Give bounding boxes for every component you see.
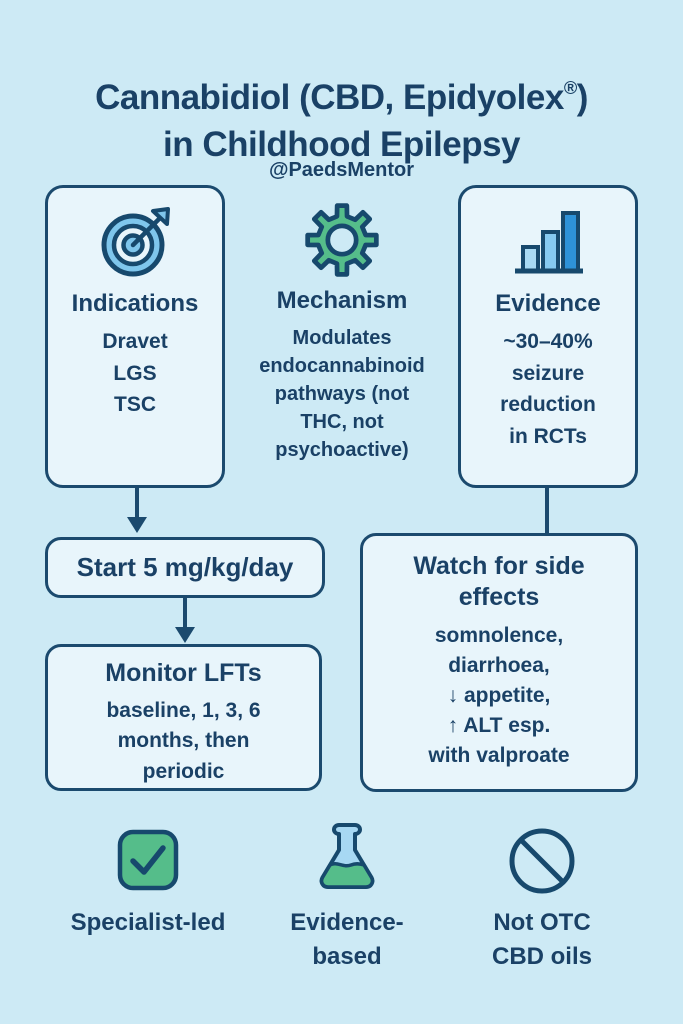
gear-icon xyxy=(305,203,379,277)
page-title: Cannabidiol (CBD, Epidyolex®) in Childho… xyxy=(0,75,683,167)
mechanism-icon-row xyxy=(239,197,445,283)
side-effects-box: Watch for side effects somnolence, diarr… xyxy=(360,533,638,792)
indications-heading: Indications xyxy=(71,290,199,317)
side-effect-line: diarrhoea, xyxy=(448,653,550,677)
mechanism-text-line: endocannabinoid xyxy=(259,355,425,377)
indications-card: Indications Dravet LGS TSC xyxy=(45,185,225,488)
indications-list: Dravet LGS TSC xyxy=(48,326,222,421)
side-effect-line: ↓ appetite, xyxy=(447,683,551,707)
down-arrow-icon xyxy=(175,597,195,643)
evidence-text-line: seizure xyxy=(511,361,585,385)
registered-trademark-symbol: ® xyxy=(563,78,577,99)
flask-icon xyxy=(319,823,375,889)
evidence-card: Evidence ~30–40% seizure reduction in RC… xyxy=(458,185,638,488)
indication-item: LGS xyxy=(113,361,157,385)
indication-item: Dravet xyxy=(102,330,168,353)
evidence-text: ~30–40% seizure reduction in RCTs xyxy=(461,326,635,452)
title-line1-suffix: ) xyxy=(576,78,589,118)
monitor-lfts-line: baseline, 1, 3, 6 xyxy=(106,699,261,723)
author-handle: @PaedsMentor xyxy=(268,159,415,181)
indications-icon-row xyxy=(48,200,222,286)
indication-item: TSC xyxy=(114,393,156,416)
side-effects-text: somnolence, diarrhoea, ↓ appetite, ↑ ALT… xyxy=(363,621,635,772)
side-effect-line: ↑ ALT esp. xyxy=(447,714,551,738)
side-effects-heading: Watch for side effects xyxy=(413,552,585,612)
mechanism-text-line: psychoactive) xyxy=(275,439,409,461)
footer-label-evidence-based: Evidence-based xyxy=(290,909,404,970)
evidence-text-line: ~30–40% xyxy=(503,330,593,353)
evidence-icon-row xyxy=(461,200,635,286)
mechanism-text: Modulates endocannabinoid pathways (not … xyxy=(239,324,445,464)
title-line1-prefix: Cannabidiol (CBD, Epidyolex xyxy=(95,78,564,118)
mechanism-column: Mechanism Modulates endocannabinoid path… xyxy=(239,185,445,464)
footer-label-specialist-led: Specialist-led xyxy=(70,909,226,936)
start-dose-box: Start 5 mg/kg/day xyxy=(45,537,325,598)
side-effect-line: with valproate xyxy=(428,744,570,768)
monitor-lfts-line: months, then xyxy=(117,729,250,753)
mechanism-text-line: pathways (not xyxy=(274,383,410,405)
evidence-heading: Evidence xyxy=(495,290,601,317)
bar-chart-icon xyxy=(515,211,583,274)
monitor-lfts-text: baseline, 1, 3, 6 months, then periodic xyxy=(48,696,319,787)
monitor-lfts-box: Monitor LFTs baseline, 1, 3, 6 months, t… xyxy=(45,644,322,791)
checkbox-check-icon xyxy=(117,829,179,891)
monitor-lfts-heading: Monitor LFTs xyxy=(105,659,262,687)
mechanism-text-line: THC, not xyxy=(300,411,384,433)
evidence-text-line: in RCTs xyxy=(509,424,587,448)
no-entry-icon xyxy=(509,828,575,894)
mechanism-heading: Mechanism xyxy=(276,287,408,314)
target-icon xyxy=(101,207,170,277)
evidence-text-line: reduction xyxy=(500,393,596,416)
mechanism-text-line: Modulates xyxy=(292,327,392,349)
start-dose-label: Start 5 mg/kg/day xyxy=(76,552,294,582)
down-arrow-icon xyxy=(127,487,147,533)
side-effect-line: somnolence, xyxy=(434,623,564,647)
monitor-lfts-line: periodic xyxy=(142,759,225,783)
footer-label-not-otc: Not OTC CBD oils xyxy=(491,909,592,970)
evidence-connector-line xyxy=(545,486,549,536)
title-line2: in Childhood Epilepsy xyxy=(163,124,521,164)
